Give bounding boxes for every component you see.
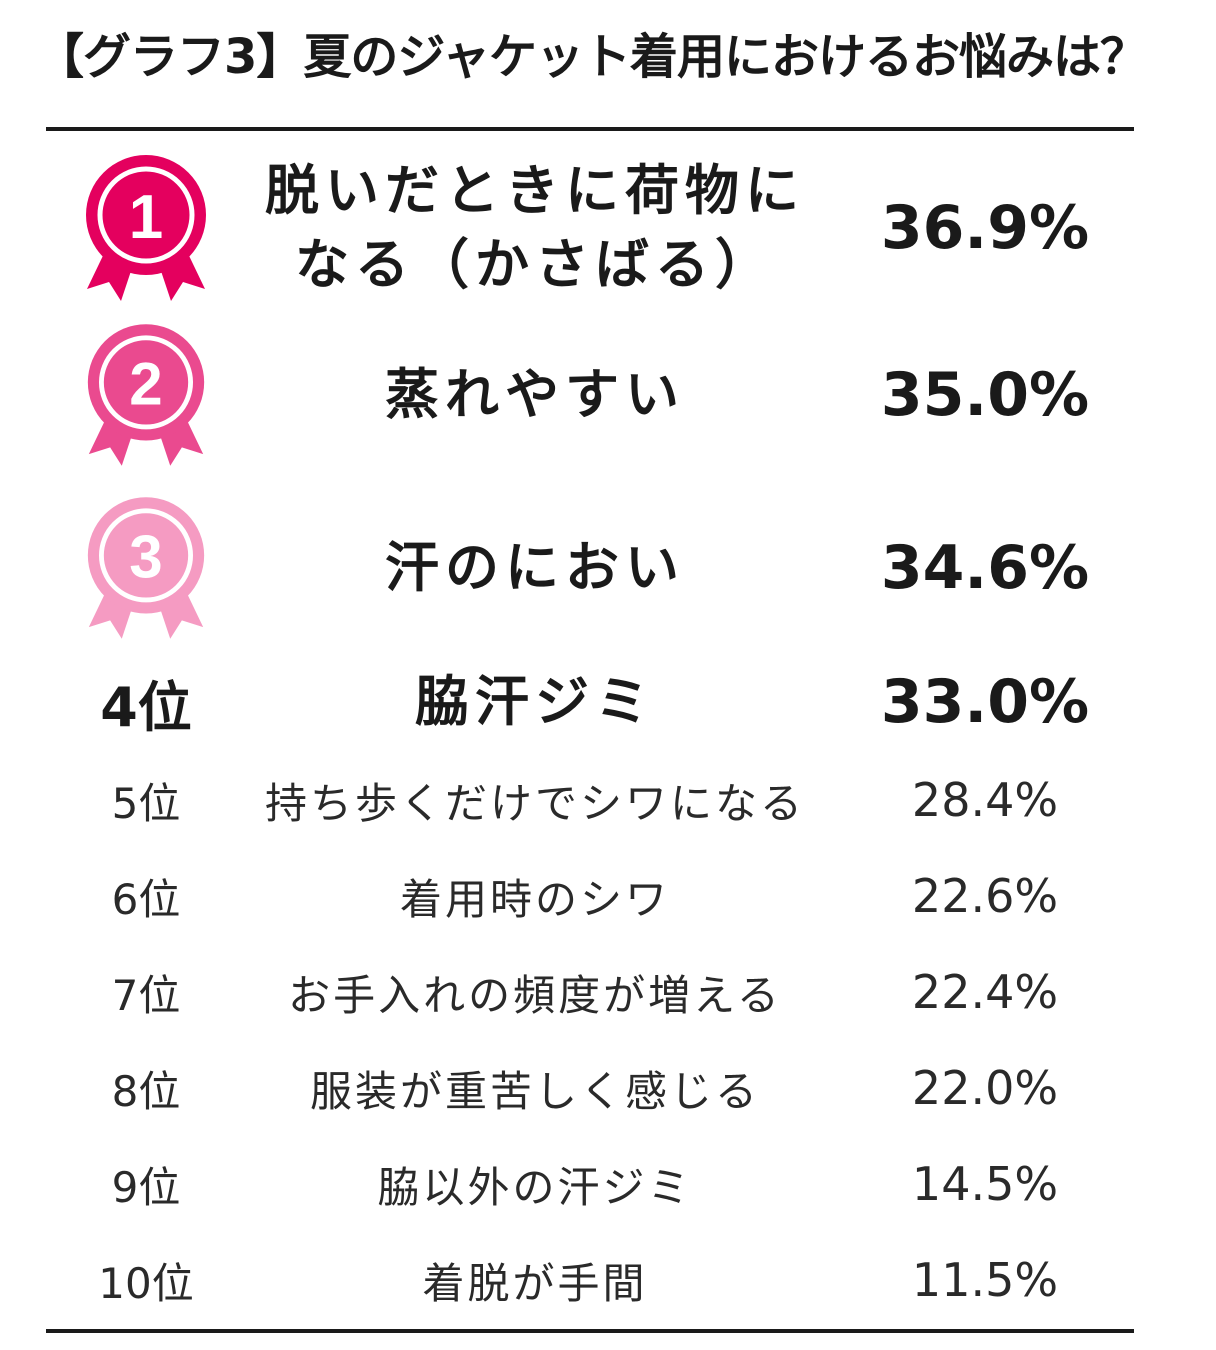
- item-label-5-text: 持ち歩くだけでシワになる: [264, 778, 805, 828]
- rank-5-text: 5位: [111, 778, 181, 828]
- ranking-row-4: 4位 脇汗ジミ 33.0%: [0, 652, 1216, 752]
- ranking-row-9: 9位 脇以外の汗ジミ 14.5%: [0, 1136, 1216, 1232]
- item-label-4-text: 脇汗ジミ: [415, 670, 655, 733]
- rank-10: 10位: [46, 1232, 246, 1328]
- item-value-2: 35.0%: [880, 360, 1090, 430]
- medal-3-icon: 3: [87, 496, 205, 639]
- rank-10-text: 10位: [98, 1258, 194, 1308]
- ranking-row-6: 6位 着用時のシワ 22.6%: [0, 848, 1216, 944]
- rank-6: 6位: [46, 848, 246, 944]
- rank-4: 4位: [46, 652, 246, 752]
- rank-7-text: 7位: [111, 970, 181, 1020]
- item-value-9: 14.5%: [911, 1157, 1059, 1211]
- bottom-rule: [46, 1329, 1134, 1333]
- item-label-2: 蒸れやすい: [230, 320, 840, 470]
- svg-text:2: 2: [129, 351, 162, 418]
- rank-9: 9位: [46, 1136, 246, 1232]
- item-label-1: 脱いだときに荷物に なる（かさばる）: [230, 140, 840, 315]
- medal-2-icon: 2: [87, 324, 205, 466]
- item-label-1-line-2: なる（かさばる）: [295, 232, 775, 296]
- item-label-7: お手入れの頻度が増える: [230, 944, 840, 1040]
- ranking-row-10: 10位 着脱が手間 11.5%: [0, 1232, 1216, 1328]
- item-value-8: 22.0%: [911, 1061, 1059, 1115]
- ranking-row-3: 3 汗のにおい 34.6%: [0, 490, 1216, 645]
- rank-7: 7位: [46, 944, 246, 1040]
- rank-5: 5位: [46, 752, 246, 848]
- item-label-3: 汗のにおい: [230, 490, 840, 645]
- item-label-6: 着用時のシワ: [230, 848, 840, 944]
- item-value-5: 28.4%: [911, 773, 1059, 827]
- chart-title: 【グラフ3】夏のジャケット着用におけるお悩みは？: [36, 29, 1148, 85]
- ranking-row-8: 8位 服装が重苦しく感じる 22.0%: [0, 1040, 1216, 1136]
- item-value-3: 34.6%: [880, 532, 1090, 603]
- rank-8-text: 8位: [111, 1066, 181, 1116]
- svg-text:3: 3: [129, 523, 162, 590]
- item-value-4: 33.0%: [880, 667, 1090, 737]
- medal-1-icon: 1: [86, 154, 206, 301]
- rank-medal-2: 2: [46, 320, 246, 470]
- ranking-row-5: 5位 持ち歩くだけでシワになる 28.4%: [0, 752, 1216, 848]
- rank-9-text: 9位: [111, 1162, 181, 1212]
- item-value-7: 22.4%: [911, 965, 1059, 1019]
- item-label-9-text: 脇以外の汗ジミ: [377, 1162, 693, 1212]
- item-value-10: 11.5%: [911, 1253, 1059, 1307]
- rank-8: 8位: [46, 1040, 246, 1136]
- svg-text:1: 1: [129, 183, 163, 252]
- item-label-7-text: お手入れの頻度が増える: [288, 970, 782, 1020]
- rank-6-text: 6位: [111, 874, 181, 924]
- item-label-5: 持ち歩くだけでシワになる: [230, 752, 840, 848]
- rank-medal-1: 1: [46, 140, 246, 315]
- ranking-row-7: 7位 お手入れの頻度が増える 22.4%: [0, 944, 1216, 1040]
- item-label-10-text: 着脱が手間: [422, 1258, 648, 1308]
- item-value-6: 22.6%: [911, 869, 1059, 923]
- item-label-9: 脇以外の汗ジミ: [230, 1136, 840, 1232]
- ranking-row-2: 2 蒸れやすい 35.0%: [0, 320, 1216, 470]
- item-label-10: 着脱が手間: [230, 1232, 840, 1328]
- item-label-8: 服装が重苦しく感じる: [230, 1040, 840, 1136]
- item-label-4: 脇汗ジミ: [230, 652, 840, 752]
- item-label-8-text: 服装が重苦しく感じる: [309, 1066, 760, 1116]
- item-label-1-line-1: 脱いだときに荷物に: [265, 158, 805, 222]
- item-label-2-text: 蒸れやすい: [385, 363, 685, 426]
- item-value-1: 36.9%: [880, 192, 1090, 263]
- item-label-3-text: 汗のにおい: [385, 535, 685, 599]
- top-rule: [46, 127, 1134, 131]
- item-label-6-text: 着用時のシワ: [399, 874, 670, 924]
- rank-4-text: 4位: [100, 675, 192, 739]
- rank-medal-3: 3: [46, 490, 246, 645]
- ranking-row-1: 1 脱いだときに荷物に なる（かさばる） 36.9%: [0, 140, 1216, 315]
